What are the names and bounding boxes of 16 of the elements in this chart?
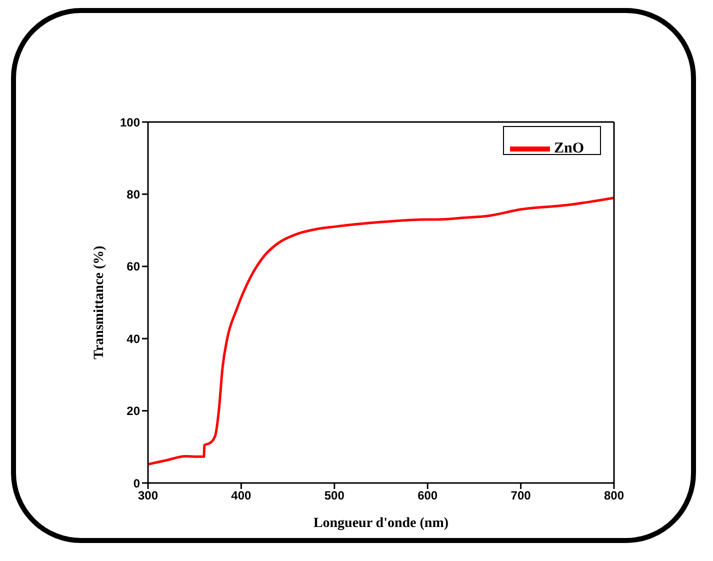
legend-label: ZnO	[554, 140, 584, 156]
line-series	[148, 196, 614, 466]
x-tick-label: 600	[418, 488, 438, 503]
x-tick-label: 300	[138, 488, 158, 503]
y-tick-label: 100	[120, 115, 140, 130]
x-tick-label: 700	[510, 488, 532, 503]
y-tick-label: 0	[133, 476, 140, 490]
x-axis-title: Longueur d'onde (nm)	[313, 516, 449, 531]
y-tick-label: 60	[126, 260, 140, 274]
x-tick-label: 400	[231, 488, 252, 503]
y-tick-label: 80	[126, 187, 140, 202]
y-tick-label: 40	[126, 332, 140, 346]
x-tick-label: 500	[324, 488, 345, 503]
x-tick-label: 800	[604, 488, 624, 503]
y-axis-title: Transmittance (%)	[92, 245, 107, 360]
y-tick-label: 20	[126, 404, 140, 418]
